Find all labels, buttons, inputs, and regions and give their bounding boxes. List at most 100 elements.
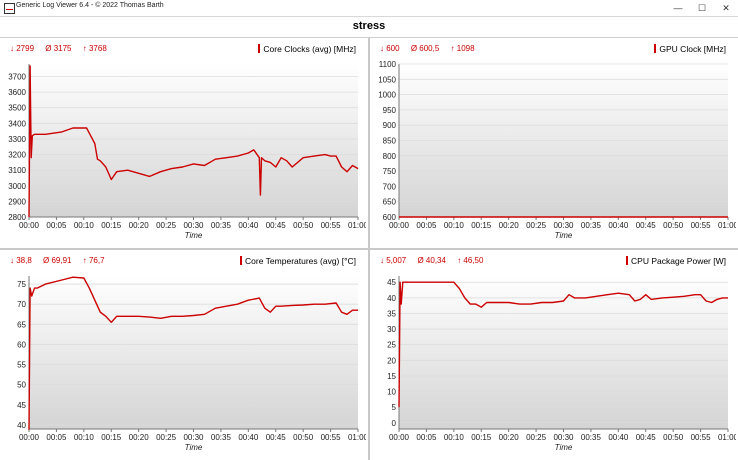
y-tick-label: 40 [387, 294, 396, 303]
x-tick-label: 00:25 [526, 433, 547, 442]
x-axis-label: Time [555, 231, 573, 240]
x-tick-label: 01:00 [348, 433, 366, 442]
y-tick-label: 15 [387, 372, 396, 381]
chart-title: GPU Clock [MHz] [654, 44, 726, 54]
x-tick-label: 01:00 [718, 433, 736, 442]
window-titlebar: Generic Log Viewer 6.4 - © 2022 Thomas B… [0, 0, 738, 17]
chart-stats: ↓ 600 Ø 600,5 ↑ 1098 [380, 44, 484, 53]
x-tick-label: 01:00 [348, 221, 366, 230]
maximize-button[interactable]: ☐ [697, 3, 707, 13]
x-tick-label: 00:50 [293, 433, 314, 442]
chart-title-text: CPU Package Power [W] [631, 256, 726, 266]
y-tick-label: 700 [383, 182, 397, 191]
y-tick-label: 1000 [378, 91, 396, 100]
y-tick-label: 3300 [8, 135, 26, 144]
y-tick-label: 3500 [8, 104, 26, 113]
series-line [398, 281, 728, 408]
x-tick-label: 00:20 [129, 221, 150, 230]
y-tick-label: 45 [387, 278, 396, 287]
stat-max: ↑ 76,7 [82, 256, 105, 265]
y-tick-label: 2900 [8, 197, 26, 206]
x-tick-label: 00:25 [156, 433, 177, 442]
y-tick-label: 60 [17, 340, 26, 349]
x-tick-label: 00:45 [636, 221, 657, 230]
stat-max: ↑ 46,50 [457, 256, 484, 265]
x-tick-label: 00:55 [691, 221, 712, 230]
x-tick-label: 00:45 [266, 221, 287, 230]
chart-stats: ↓ 5,007 Ø 40,34 ↑ 46,50 [380, 256, 492, 265]
x-tick-label: 00:15 [471, 221, 492, 230]
x-tick-label: 00:15 [471, 433, 492, 442]
x-tick-label: 00:40 [238, 221, 259, 230]
chart-title: Core Temperatures (avg) [°C] [240, 256, 356, 266]
stat-max: ↑ 1098 [450, 44, 475, 53]
legend-swatch [654, 44, 657, 53]
y-tick-label: 75 [17, 280, 26, 289]
x-tick-label: 00:15 [101, 433, 122, 442]
stat-min: ↓ 2799 [10, 44, 35, 53]
y-tick-label: 3600 [8, 88, 26, 97]
x-tick-label: 00:55 [321, 221, 342, 230]
x-axis-label: Time [185, 231, 203, 240]
y-tick-label: 0 [392, 419, 397, 428]
legend-swatch [240, 256, 243, 265]
y-tick-label: 30 [387, 325, 396, 334]
x-tick-label: 00:00 [389, 221, 410, 230]
x-tick-label: 00:45 [636, 433, 657, 442]
chart-title: Core Clocks (avg) [MHz] [258, 44, 356, 54]
panel-divider-horizontal [0, 248, 738, 250]
stat-avg: Ø 600,5 [410, 44, 440, 53]
log-header: stress [0, 17, 738, 38]
y-tick-label: 10 [387, 388, 396, 397]
x-tick-label: 01:00 [718, 221, 736, 230]
x-tick-label: 00:35 [581, 433, 602, 442]
chart-title: CPU Package Power [W] [626, 256, 726, 266]
x-tick-label: 00:00 [19, 221, 40, 230]
x-tick-label: 00:10 [444, 221, 465, 230]
y-tick-label: 750 [383, 167, 397, 176]
x-tick-label: 00:20 [129, 433, 150, 442]
y-tick-label: 1100 [379, 60, 397, 69]
x-tick-label: 00:20 [499, 221, 520, 230]
legend-swatch [258, 44, 261, 53]
y-tick-label: 55 [17, 361, 26, 370]
chart-gpu-clock: 600 650 700 750 800 850 900 950 1000 1050 1100 00:0… [378, 60, 736, 240]
x-tick-label: 00:25 [526, 221, 547, 230]
x-tick-label: 00:55 [321, 433, 342, 442]
x-tick-label: 00:00 [19, 433, 40, 442]
chart-cpu-power: 0 5 10 15 20 25 30 35 40 45 00:00 00:05 00:10 00:15 00… [387, 276, 736, 452]
chart-panel-core-clocks: ↓ 2799 Ø 3175 ↑ 3768 Core Clocks (avg) [… [0, 38, 366, 247]
y-tick-label: 600 [383, 213, 397, 222]
x-tick-label: 00:30 [553, 433, 574, 442]
y-tick-label: 45 [17, 401, 26, 410]
plot-area [29, 64, 358, 217]
x-tick-label: 00:05 [416, 221, 437, 230]
x-tick-label: 00:00 [389, 433, 410, 442]
close-button[interactable]: ✕ [722, 3, 730, 13]
x-axis-label: Time [555, 443, 573, 452]
x-tick-label: 00:35 [581, 221, 602, 230]
y-tick-label: 3400 [8, 119, 26, 128]
app-icon [4, 3, 15, 14]
y-tick-label: 800 [383, 152, 397, 161]
y-tick-label: 3200 [8, 151, 26, 160]
y-tick-label: 850 [383, 137, 397, 146]
y-tick-label: 650 [383, 198, 397, 207]
y-tick-label: 5 [392, 403, 397, 412]
x-tick-label: 00:35 [211, 433, 232, 442]
y-tick-label: 20 [387, 356, 396, 365]
y-tick-label: 3000 [8, 182, 26, 191]
stat-avg: Ø 69,91 [43, 256, 72, 265]
minimize-button[interactable]: — [673, 3, 683, 13]
series-line [28, 65, 359, 218]
chart-title-text: GPU Clock [MHz] [659, 44, 726, 54]
stat-min: ↓ 38,8 [10, 256, 32, 265]
x-tick-label: 00:50 [663, 433, 684, 442]
stat-max: ↑ 3768 [82, 44, 107, 53]
y-tick-label: 3700 [8, 72, 26, 81]
chart-stats: ↓ 2799 Ø 3175 ↑ 3768 [10, 44, 116, 53]
x-tick-label: 00:30 [183, 433, 204, 442]
y-tick-label: 1050 [378, 75, 396, 84]
y-tick-label: 950 [383, 106, 397, 115]
x-tick-label: 00:50 [293, 221, 314, 230]
